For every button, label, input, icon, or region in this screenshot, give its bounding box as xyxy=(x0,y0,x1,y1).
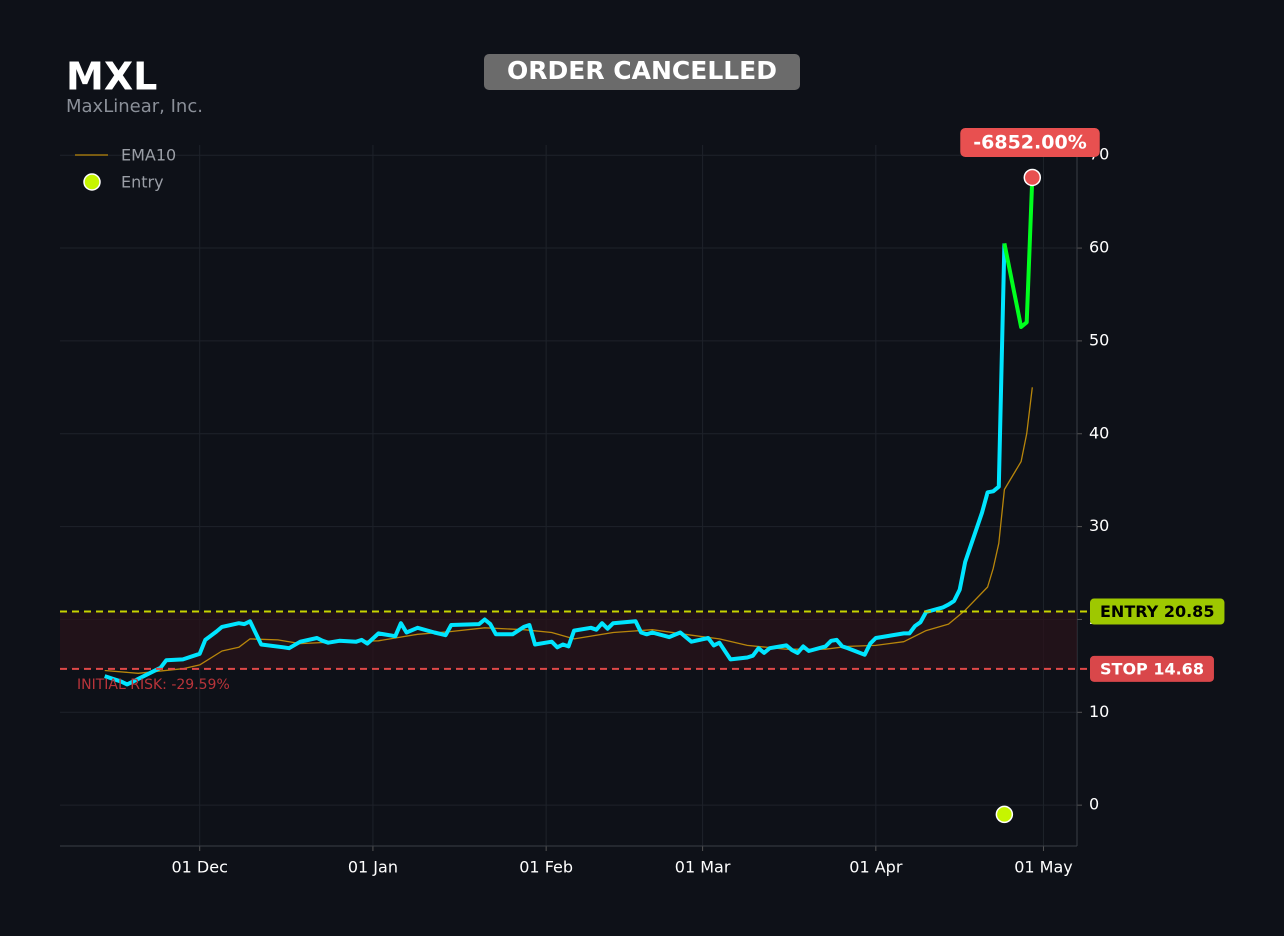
exit-marker xyxy=(1023,168,1042,187)
y-tick-label: 10 xyxy=(1089,702,1109,721)
entry-marker xyxy=(995,805,1014,824)
price-line xyxy=(104,243,1007,687)
x-tick-label: 01 Jan xyxy=(348,858,398,877)
legend-swatch xyxy=(83,173,101,191)
x-tick-label: 01 Apr xyxy=(849,858,903,877)
status-text: ORDER CANCELLED xyxy=(507,56,777,85)
y-tick-label: 60 xyxy=(1089,238,1109,257)
level-label: STOP 14.68 xyxy=(1100,659,1204,678)
y-tick-label: 30 xyxy=(1089,516,1109,535)
status-badge xyxy=(484,54,800,90)
exit-badge xyxy=(960,128,1100,157)
level-badge xyxy=(1090,655,1214,682)
company-name: MaxLinear, Inc. xyxy=(66,96,203,117)
price-line xyxy=(1002,177,1035,329)
y-tick-label: 40 xyxy=(1089,423,1109,442)
risk-label: INITIAL RISK: -29.59% xyxy=(77,677,230,693)
exit-label: -6852.00% xyxy=(973,132,1086,154)
legend-label: Entry xyxy=(121,173,164,192)
y-tick-label: 50 xyxy=(1089,330,1109,349)
risk-band xyxy=(60,611,1077,669)
x-tick-label: 01 Dec xyxy=(171,858,227,877)
x-tick-label: 01 Mar xyxy=(675,858,731,877)
legend-label: EMA10 xyxy=(121,146,176,165)
ticker: MXL xyxy=(66,55,157,99)
level-badge xyxy=(1090,598,1225,625)
level-label: ENTRY 20.85 xyxy=(1100,602,1214,621)
y-tick-label: 0 xyxy=(1089,795,1099,814)
x-tick-label: 01 May xyxy=(1014,858,1073,877)
indicator-line xyxy=(104,387,1033,674)
x-tick-label: 01 Feb xyxy=(519,858,573,877)
